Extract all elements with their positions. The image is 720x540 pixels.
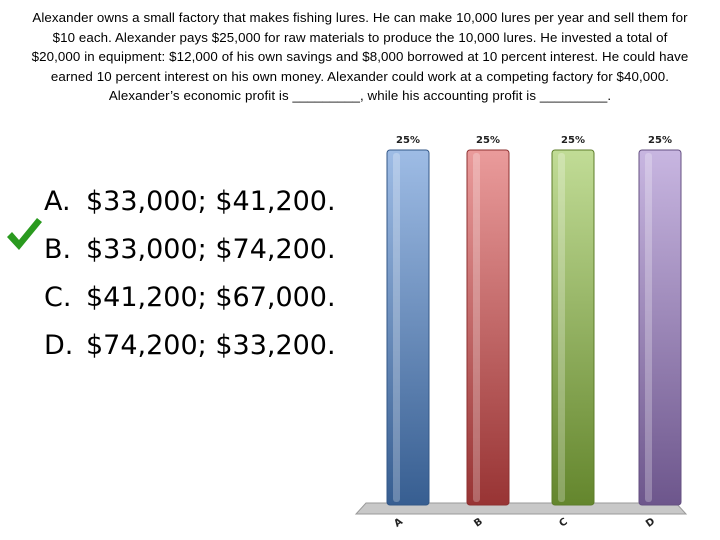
bar-highlight: [558, 153, 565, 502]
x-tick-label-c: C: [557, 516, 569, 529]
answer-text: $74,200; $33,200.: [86, 330, 336, 361]
chart-x-labels: A B C D: [392, 516, 657, 530]
value-label-a: 25%: [396, 135, 420, 146]
answer-letter: A.: [44, 186, 71, 217]
bar-c: [551, 149, 595, 506]
answer-option-c: C. $41,200; $67,000.: [44, 274, 336, 322]
question-text: Alexander owns a small factory that make…: [31, 10, 689, 103]
x-tick-label-a: A: [392, 516, 405, 530]
answer-text: $33,000; $41,200.: [86, 186, 336, 217]
bar-highlight: [393, 153, 400, 502]
chart-value-labels: 25% 25% 25% 25%: [396, 135, 672, 146]
bar-highlight: [473, 153, 480, 502]
answer-option-d: D. $74,200; $33,200.: [44, 322, 336, 370]
answer-option-b: B. $33,000; $74,200.: [44, 226, 336, 274]
answer-option-a: A. $33,000; $41,200.: [44, 178, 336, 226]
bar-highlight: [645, 153, 652, 502]
checkmark-icon: [7, 218, 42, 250]
bar-d: [638, 149, 682, 506]
answer-letter: D.: [44, 330, 74, 361]
value-label-d: 25%: [648, 135, 672, 146]
value-label-b: 25%: [476, 135, 500, 146]
answer-text: $33,000; $74,200.: [86, 234, 336, 265]
x-tick-label-d: D: [644, 516, 657, 530]
value-label-c: 25%: [561, 135, 585, 146]
answer-text: $41,200; $67,000.: [86, 282, 336, 313]
answer-letter: B.: [44, 234, 72, 265]
answer-list: A. $33,000; $41,200. B. $33,000; $74,200…: [44, 178, 336, 370]
bar-b: [466, 149, 510, 506]
x-tick-label-b: B: [472, 516, 485, 529]
chart-bars: [386, 149, 682, 506]
bar-a: [386, 149, 430, 506]
answer-letter: C.: [44, 282, 72, 313]
